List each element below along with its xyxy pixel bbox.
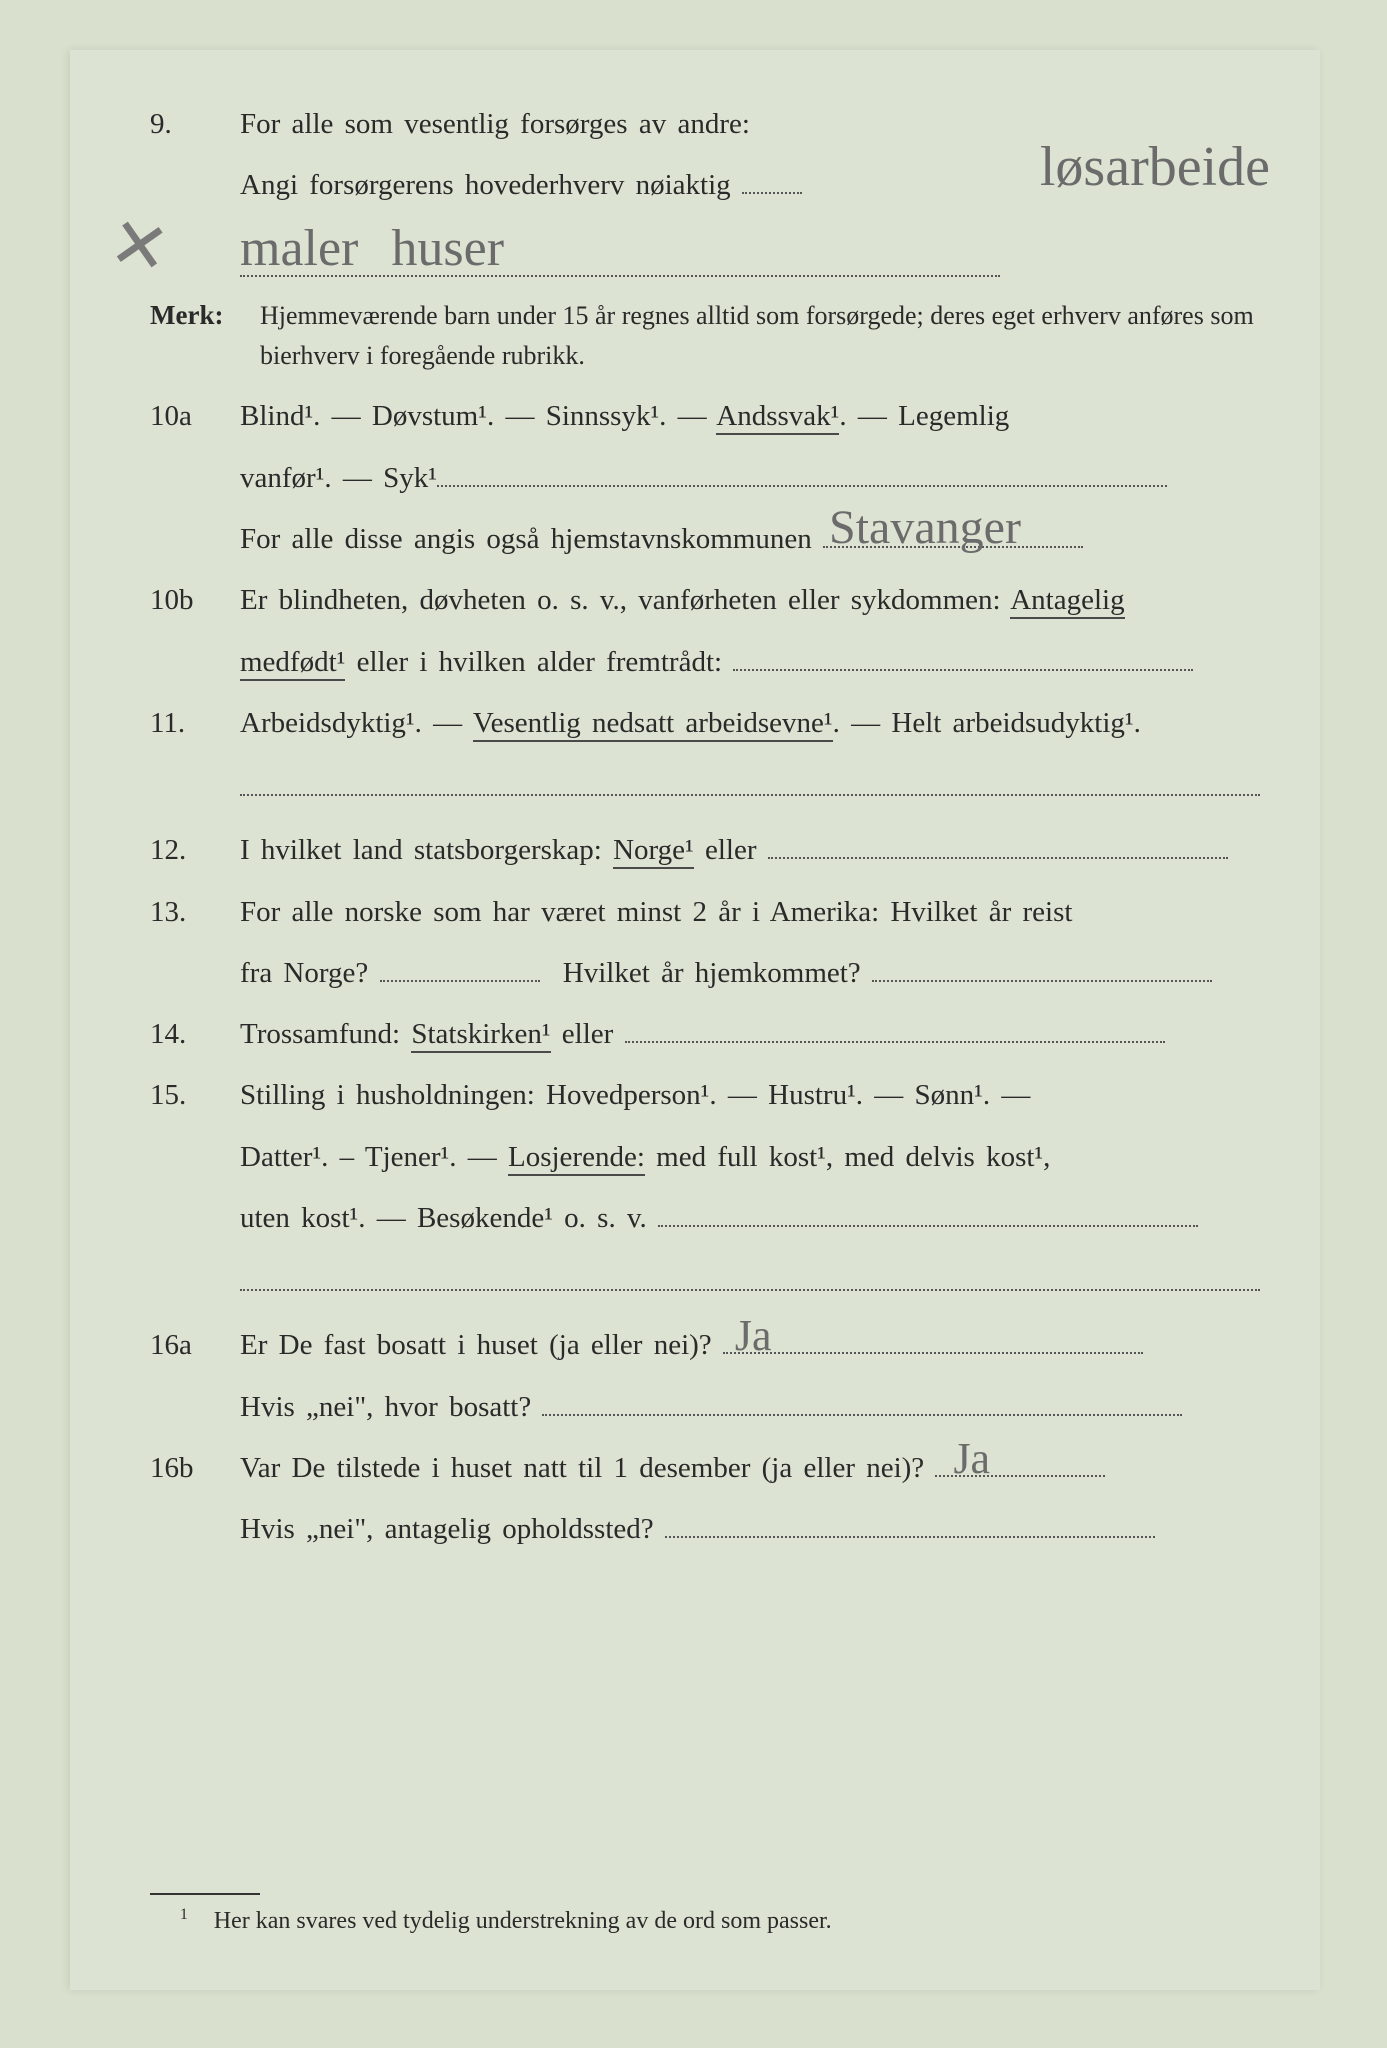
q16b-line1: 16b Var De tilstede i huset natt til 1 d… [150,1444,1260,1493]
dotted-fill [872,953,1212,982]
footnote-text: Her kan svares ved tydelig understreknin… [214,1908,832,1934]
dotted-fill [240,248,1000,277]
q16b-text1: Var De tilstede i huset natt til 1 desem… [240,1452,924,1484]
q14-pre: Trossamfund: [240,1018,411,1050]
merk-text: Hjemmeværende barn under 15 år regnes al… [260,296,1260,377]
q13-text1: For alle norske som har været minst 2 år… [240,888,1260,937]
q13-text2a: fra Norge? [240,957,368,989]
q13-number: 13. [150,888,240,937]
q15-pre2: Datter¹. – Tjener¹. — [240,1141,508,1173]
census-form-page: ✕ 9. For alle som vesentlig forsørges av… [70,50,1320,1990]
q12-post: eller [694,834,757,866]
q11-pre: Arbeidsdyktig¹. — [240,707,473,739]
statskirken-underlined: Statskirken¹ [411,1018,550,1053]
q15-line3: uten kost¹. — Besøkende¹ o. s. v. [150,1194,1260,1243]
q10b-line2: medfødt¹ eller i hvilken alder fremtrådt… [150,638,1260,687]
q14-post: eller [551,1018,614,1050]
q10a-line1: 10a Blind¹. — Døvstum¹. — Sinnssyk¹. — A… [150,392,1260,441]
q15-line2: Datter¹. – Tjener¹. — Losjerende: med fu… [150,1133,1260,1182]
q13-line2: fra Norge? Hvilket år hjemkommet? [150,949,1260,998]
dotted-blank-line [240,760,1260,796]
q14-line: 14. Trossamfund: Statskirken¹ eller [150,1010,1260,1059]
q11-blank [150,760,1260,814]
dotted-fill [380,953,540,982]
q15-blank [150,1255,1260,1309]
q11-number: 11. [150,699,240,748]
dotted-fill: Stavanger [823,519,1083,548]
q9-line3: maler huser [150,223,1260,281]
q10a-text3: For alle disse angis også hjemstavnskomm… [240,523,812,555]
vesentlig-nedsatt-underlined: Vesentlig nedsatt arbeidsevne¹ [473,707,833,742]
handwritten-occupation-1: løsarbeide [1040,139,1270,195]
footnote-rule [150,1893,260,1895]
q16b-line2: Hvis „nei", antagelig opholdssted? [150,1505,1260,1554]
q16a-text1: Er De fast bosatt i huset (ja eller nei)… [240,1329,712,1361]
merk-label: Merk: [150,293,260,339]
q10a-body1: Blind¹. — Døvstum¹. — Sinnssyk¹. — Andss… [240,392,1260,441]
q10b-line1: 10b Er blindheten, døvheten o. s. v., va… [150,576,1260,625]
q13-line1: 13. For alle norske som har været minst … [150,888,1260,937]
q16b-text2: Hvis „nei", antagelig opholdssted? [240,1513,654,1545]
q9-line2: Angi forsørgerens hovederhverv nøiaktig … [150,161,1260,210]
dotted-fill [742,165,802,194]
q15-number: 15. [150,1071,240,1120]
q10a-number: 10a [150,392,240,441]
dotted-fill [542,1387,1182,1416]
q9-prompt: Angi forsørgerens hovederhverv nøiaktig [240,169,731,201]
merk-row: Merk: Hjemmeværende barn under 15 år reg… [150,293,1260,377]
q12-number: 12. [150,826,240,875]
dotted-fill [768,830,1228,859]
dotted-fill: Ja [723,1325,1143,1354]
q14-number: 14. [150,1010,240,1059]
q10b-number: 10b [150,576,240,625]
q12-line: 12. I hvilket land statsborgerskap: Norg… [150,826,1260,875]
andssvak-underlined: Andssvak¹ [716,400,839,435]
q15-post2: med full kost¹, med delvis kost¹, [645,1141,1050,1173]
dotted-fill [437,458,1167,487]
footnote-marker: 1 [180,1906,188,1923]
q10b-text2: eller i hvilken alder fremtrådt: [345,646,722,678]
handwritten-kommune: Stavanger [829,504,1021,552]
q15-text1: Stilling i husholdningen: Hovedperson¹. … [240,1071,1260,1120]
q15-line1: 15. Stilling i husholdningen: Hovedperso… [150,1071,1260,1120]
dotted-fill [625,1014,1165,1043]
medfodt-underlined: medfødt¹ [240,646,345,681]
q10b-text1: Er blindheten, døvheten o. s. v., vanfør… [240,584,1010,616]
q15-text3: uten kost¹. — Besøkende¹ o. s. v. [240,1202,647,1234]
q16a-line1: 16a Er De fast bosatt i huset (ja eller … [150,1321,1260,1370]
dotted-fill: Ja [935,1448,1105,1477]
q13-text2b: Hvilket år hjemkommet? [563,957,861,989]
q11-line: 11. Arbeidsdyktig¹. — Vesentlig nedsatt … [150,699,1260,748]
q12-pre: I hvilket land statsborgerskap: [240,834,613,866]
q11-post: . — Helt arbeidsudyktig¹. [833,707,1141,739]
q10a-line3: For alle disse angis også hjemstavnskomm… [150,515,1260,564]
q16a-text2: Hvis „nei", hvor bosatt? [240,1391,531,1423]
dotted-fill [658,1198,1198,1227]
footnote: 1 Her kan svares ved tydelig understrekn… [180,1906,832,1935]
dotted-blank-line [240,1255,1260,1291]
handwritten-ja-16b: Ja [953,1437,990,1481]
q9-text2: Angi forsørgerens hovederhverv nøiaktig … [240,161,1260,210]
losjerende-underlined: Losjerende: [508,1141,645,1176]
dotted-fill [665,1509,1155,1538]
q9-number: 9. [150,100,240,149]
antagelig-underlined: Antagelig [1010,584,1124,619]
q16a-line2: Hvis „nei", hvor bosatt? [150,1383,1260,1432]
q16b-number: 16b [150,1444,240,1493]
norge-underlined: Norge¹ [613,834,694,869]
q10a-text2: vanfør¹. — Syk¹ [240,462,437,494]
handwritten-ja-16a: Ja [735,1314,772,1358]
q10a-line2: vanfør¹. — Syk¹ [150,454,1260,503]
q16a-number: 16a [150,1321,240,1370]
dotted-fill [733,642,1193,671]
